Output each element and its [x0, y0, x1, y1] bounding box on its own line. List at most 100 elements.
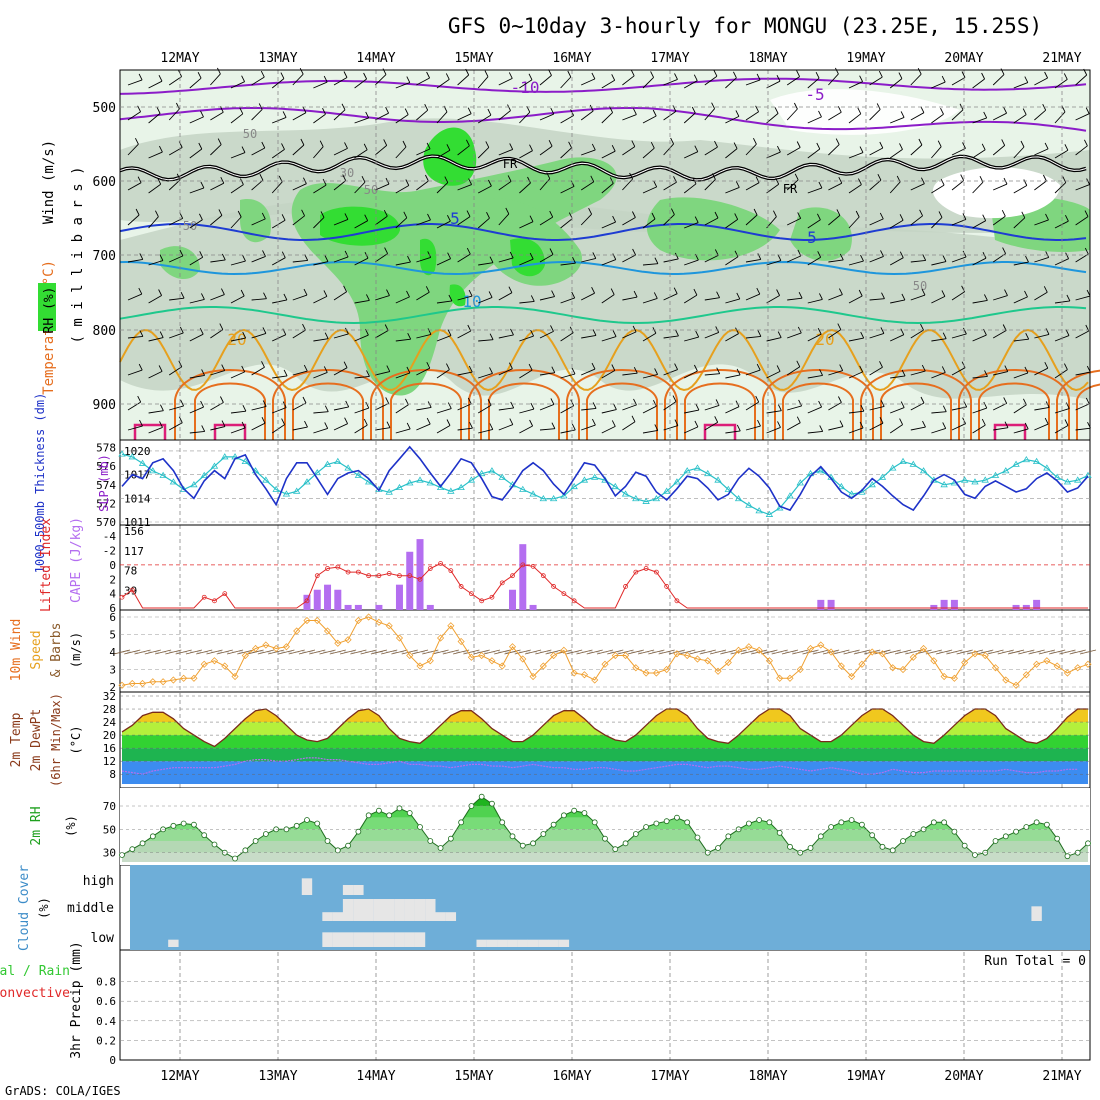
- wind-barb: [787, 332, 802, 339]
- li-point: [314, 573, 320, 579]
- wind-barb-flag: [446, 144, 451, 151]
- wind-barb: [869, 366, 883, 376]
- thickness-point: [889, 464, 897, 471]
- wind-barb: [416, 406, 432, 411]
- wind-barb-flag: [591, 362, 596, 370]
- day-label-bottom: 17MAY: [650, 1069, 689, 1084]
- rh2m-point: [1043, 821, 1050, 828]
- wind-barb: [910, 112, 925, 121]
- wind-barb-flag: [426, 142, 431, 150]
- wind-barb: [931, 295, 946, 304]
- rh2m-point: [632, 831, 639, 837]
- cloud-cell-low: [527, 939, 539, 947]
- wind-barb: [581, 368, 596, 376]
- wind10-barb: [165, 649, 182, 655]
- wind-barb-flag: [878, 70, 883, 78]
- wind-barb-flag: [324, 255, 329, 262]
- wind-barb: [539, 113, 554, 121]
- wind-barb-flag: [322, 178, 327, 186]
- wind-barb: [931, 217, 943, 229]
- wind-barb: [457, 184, 472, 191]
- wind-barb-flag: [530, 329, 535, 337]
- temp-contour-25: [566, 369, 678, 440]
- wind10-point: [282, 643, 290, 651]
- li-point: [479, 598, 485, 604]
- contour-label: -5: [805, 85, 824, 104]
- wind-barb: [745, 425, 761, 431]
- wind-barb-flag: [592, 329, 597, 336]
- cape-tick-label: 156: [124, 525, 144, 538]
- contour-label: 10: [462, 292, 481, 311]
- wind-barb-flag: [981, 72, 986, 80]
- rh2m-point: [447, 835, 454, 842]
- wind-barb: [704, 217, 719, 226]
- li-point: [376, 573, 382, 579]
- rh2m-point: [961, 842, 968, 849]
- wind-barb: [148, 260, 164, 266]
- wind-barb-flag: [508, 72, 513, 79]
- wind-barb: [993, 371, 1008, 376]
- rh2m-point: [191, 821, 197, 828]
- wind-barb-flag: [592, 402, 597, 409]
- wind-barb-flag: [1024, 76, 1029, 83]
- wind-barb: [333, 367, 348, 376]
- temp-contour-30: [684, 382, 756, 440]
- wind-barb-flag: [342, 174, 347, 181]
- wind10-point: [180, 674, 188, 682]
- wind-barb-flag: [675, 329, 679, 337]
- wind-barb: [354, 220, 368, 229]
- wind-barb: [766, 151, 781, 159]
- wind-barb-flag: [218, 209, 223, 216]
- temp-band: [122, 761, 1088, 784]
- wind-barb: [148, 80, 163, 89]
- wind-barb-flag: [445, 73, 450, 80]
- wind-barb: [951, 256, 967, 263]
- wind-barb: [807, 187, 823, 194]
- wind10-barb: [730, 649, 747, 655]
- wind-barb: [519, 300, 535, 304]
- wind10-point: [950, 674, 958, 682]
- wind-barb: [189, 298, 205, 304]
- wind10-barb: [658, 649, 675, 655]
- wind-barb-flag: [487, 399, 492, 406]
- wind10-barb: [1028, 649, 1045, 655]
- wind-barb: [477, 76, 489, 89]
- cape-bar: [354, 604, 362, 610]
- wind-barb: [478, 296, 493, 304]
- wind-barb-flag: [446, 214, 451, 222]
- wind-barb: [271, 424, 285, 434]
- wind-barb-flag: [633, 366, 638, 374]
- rh2m-point: [119, 852, 125, 858]
- wind-barb: [745, 111, 759, 121]
- wind-barb: [210, 215, 223, 226]
- temp2m-tick-label: 28: [103, 703, 116, 716]
- wind-barb-flag: [757, 253, 762, 260]
- thickness-point: [724, 485, 733, 492]
- cloud-cell-middle: [383, 899, 395, 921]
- cloud-cell-low: [404, 932, 415, 947]
- rh2m-tick-label: 30: [103, 847, 116, 860]
- wind-barb-flag: [632, 248, 637, 256]
- wind-barb: [663, 369, 678, 376]
- wind-barb: [292, 183, 307, 191]
- wind-barb: [828, 294, 843, 301]
- wind-barb-flag: [1061, 105, 1066, 113]
- wind-barb: [333, 333, 349, 339]
- wind-barb: [725, 333, 739, 342]
- wind-barb-flag: [716, 291, 721, 298]
- wind-barb-flag: [365, 111, 370, 119]
- wind-barb-flag: [505, 207, 510, 215]
- wind-barb-flag: [633, 290, 638, 298]
- wind-barb: [292, 370, 308, 376]
- temp2m-label-3: (6hr Min/Max): [49, 693, 63, 787]
- cape-bar: [324, 584, 332, 610]
- wind-barb: [889, 78, 903, 89]
- li-point: [633, 569, 639, 575]
- li-point: [499, 580, 505, 586]
- wind-barb: [477, 404, 492, 414]
- wind-barb: [869, 147, 884, 156]
- rh2m-tick-label: 70: [103, 800, 116, 813]
- wind-barb: [972, 117, 987, 124]
- wind-barb-flag: [735, 181, 740, 188]
- wind-barb-flag: [242, 254, 246, 262]
